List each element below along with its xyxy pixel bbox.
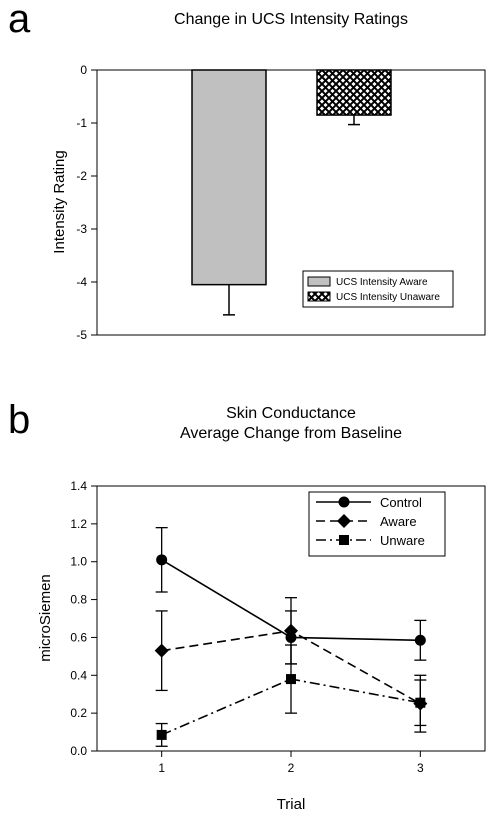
legend-swatch-aware	[307, 276, 331, 287]
bar-unaware	[316, 69, 392, 116]
legend-label-unware: Unware	[380, 533, 425, 548]
chart-b-x-tick-label: 1	[158, 761, 165, 775]
chart-b-legend: Control Aware Unware	[308, 491, 446, 557]
chart-a-panel-label: a	[8, 0, 31, 41]
legend-marker-control	[338, 496, 350, 508]
chart-a-y-axis-label: Intensity Rating	[51, 150, 68, 253]
chart-b-y-tick-label: 1.2	[70, 517, 87, 531]
chart-b-y-tick-label: 0.4	[70, 668, 87, 682]
chart-b-y-axis: 0.0 0.2 0.4 0.6 0.8 1.0 1.2 1.4	[70, 479, 97, 758]
legend-swatch-unaware	[307, 291, 331, 302]
chart-a-title: Change in UCS Intensity Ratings	[174, 11, 408, 28]
legend-marker-aware	[337, 514, 351, 528]
chart-b-x-tick-label: 3	[417, 761, 424, 775]
chart-b-x-axis: 1 2 3	[158, 751, 424, 775]
chart-a-legend: UCS Intensity Aware UCS Intensity Unawar…	[302, 270, 454, 308]
point-unware	[415, 697, 426, 708]
chart-b-y-tick-label: 0.8	[70, 593, 87, 607]
chart-b-y-tick-label: 0.6	[70, 630, 87, 644]
chart-a: a Change in UCS Intensity Ratings Intens…	[8, 0, 486, 342]
chart-a-bars	[191, 69, 392, 316]
chart-b-y-tick-label: 1.4	[70, 479, 87, 493]
chart-b-y-tick-label: 0.0	[70, 744, 87, 758]
chart-a-y-tick-label: -1	[76, 116, 87, 130]
bar-aware	[191, 69, 267, 286]
chart-b-y-axis-label: microSiemen	[37, 574, 54, 662]
chart-a-y-tick-label: -4	[76, 275, 87, 289]
chart-b-title-line-1: Skin Conductance	[226, 405, 356, 422]
chart-b-series	[154, 526, 428, 747]
point-control	[414, 634, 426, 646]
point-control	[156, 554, 168, 566]
point-aware	[284, 623, 298, 638]
series-unware	[155, 644, 427, 747]
chart-b-x-axis-label: Trial	[277, 796, 306, 813]
legend-label-unaware: UCS Intensity Unaware	[336, 292, 440, 303]
point-unware	[286, 674, 296, 685]
chart-a-y-tick-label: -3	[76, 222, 87, 236]
chart-a-y-tick-label: -2	[76, 169, 87, 183]
point-unware	[156, 729, 167, 740]
chart-b-y-tick-label: 1.0	[70, 555, 87, 569]
legend-label-aware: Aware	[380, 514, 417, 529]
legend-label-aware: UCS Intensity Aware	[336, 277, 428, 288]
point-aware	[154, 643, 169, 658]
chart-a-plot-frame	[96, 69, 486, 336]
chart-b-panel-label: b	[8, 398, 30, 442]
chart-b: b Skin Conductance Average Change from B…	[8, 398, 486, 813]
series-aware	[154, 597, 428, 733]
chart-b-y-tick-label: 0.2	[70, 706, 87, 720]
chart-b-x-tick-label: 2	[288, 761, 295, 775]
chart-a-y-tick-label: 0	[80, 63, 87, 77]
legend-marker-unware	[339, 535, 349, 545]
legend-label-control: Control	[380, 495, 422, 510]
chart-b-title-line-2: Average Change from Baseline	[180, 425, 402, 442]
chart-a-y-tick-label: -5	[76, 328, 87, 342]
chart-a-y-axis: 0 -1 -2 -3 -4 -5	[76, 63, 97, 342]
